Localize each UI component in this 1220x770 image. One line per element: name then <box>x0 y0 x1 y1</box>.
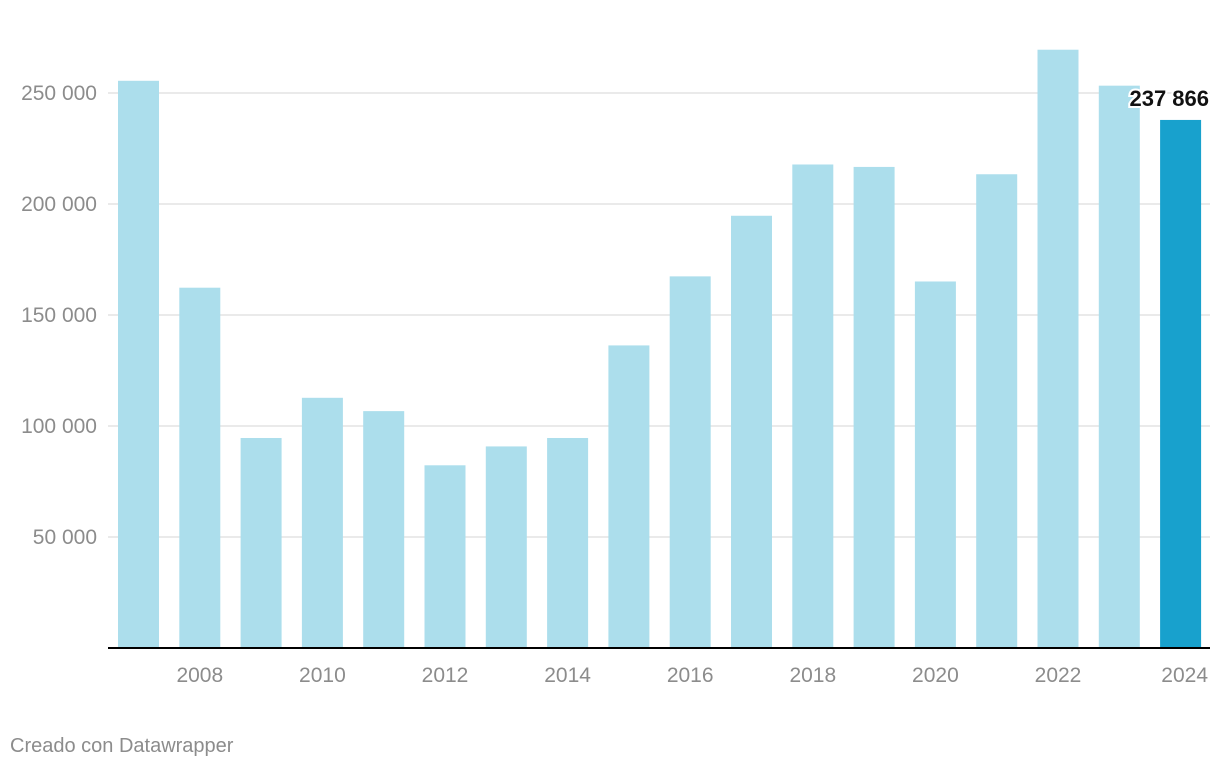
bar-2014 <box>547 437 589 648</box>
x-tick-label: 2008 <box>176 664 223 687</box>
bar-2023 <box>1098 85 1140 648</box>
bar-2013 <box>485 446 527 648</box>
footer-credit: Creado con Datawrapper <box>10 735 234 757</box>
grid-lines <box>108 92 1210 538</box>
bar-2018 <box>792 164 834 648</box>
y-tick-label: 250 000 <box>21 82 97 105</box>
bar-2011 <box>363 411 405 648</box>
bar-2024 <box>1160 119 1202 648</box>
bar-2009 <box>240 437 282 648</box>
x-tick-label: 2010 <box>299 664 346 687</box>
x-tick-label: 2012 <box>422 664 469 687</box>
y-tick-label: 150 000 <box>21 304 97 327</box>
y-tick-label: 200 000 <box>21 193 97 216</box>
bars <box>108 49 1210 649</box>
y-axis-tick-labels: 50 000 100 000 150 000 200 000 250 000 <box>21 82 97 549</box>
bar-2015 <box>608 345 650 648</box>
bar-2017 <box>731 215 772 649</box>
bar-2021 <box>976 174 1018 648</box>
bar-2016 <box>669 276 711 648</box>
bar-2008 <box>179 287 221 648</box>
x-tick-label: 2022 <box>1035 664 1082 687</box>
data-label-2024: 237 866 <box>1129 86 1209 111</box>
y-tick-label: 50 000 <box>33 526 97 549</box>
y-tick-label: 100 000 <box>21 415 97 438</box>
x-tick-label: 2024 <box>1161 664 1208 687</box>
bar-2010 <box>301 397 343 648</box>
x-tick-label: 2020 <box>912 664 959 687</box>
bar-2020 <box>914 281 956 648</box>
bar-2019 <box>853 166 895 648</box>
x-tick-label: 2018 <box>789 664 836 687</box>
bar-2007 <box>118 80 159 649</box>
data-labels: 237 866 <box>1127 84 1211 113</box>
bar-2022 <box>1037 49 1079 648</box>
bar-2012 <box>424 465 466 648</box>
x-tick-label: 2014 <box>544 664 591 687</box>
x-tick-label: 2016 <box>667 664 714 687</box>
x-axis-tick-labels: 2008 2010 2012 2014 2016 2018 2020 2022 2024 <box>176 664 1208 687</box>
